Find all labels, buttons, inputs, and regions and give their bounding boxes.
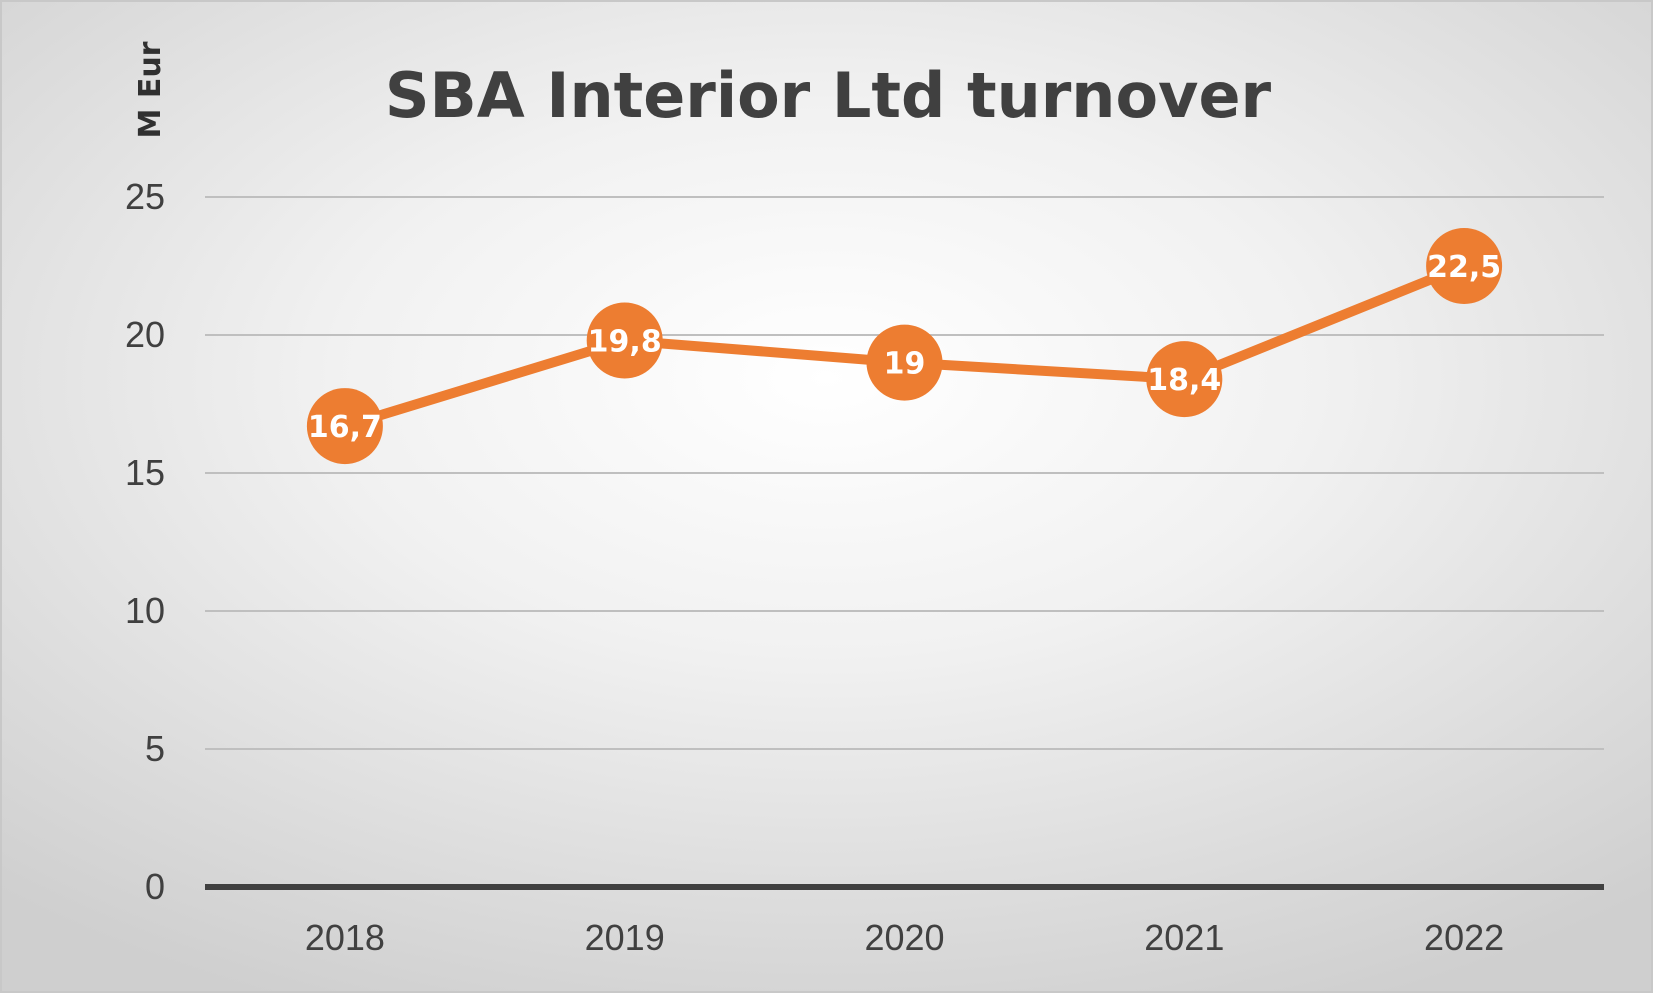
y-axis-label: M Eur xyxy=(133,41,168,138)
gridlines xyxy=(205,196,1604,890)
y-tick-label: 25 xyxy=(125,176,165,217)
data-point-marker xyxy=(306,388,383,465)
y-tick-label: 15 xyxy=(125,452,165,493)
data-label: 22,5 xyxy=(1427,250,1501,285)
data-point-marker xyxy=(1146,341,1223,418)
x-tick-label: 2022 xyxy=(1424,917,1504,958)
chart-title: SBA Interior Ltd turnover xyxy=(385,59,1272,132)
y-tick-label: 20 xyxy=(125,314,165,355)
x-axis-ticks: 2018 2019 2020 2021 2022 xyxy=(305,917,1504,958)
x-tick-label: 2019 xyxy=(585,917,665,958)
y-axis-ticks: 0 5 10 15 20 25 xyxy=(125,176,165,907)
data-point-marker xyxy=(1426,228,1503,304)
data-point-marker xyxy=(586,302,663,379)
x-tick-label: 2021 xyxy=(1144,917,1224,958)
data-point-marker xyxy=(866,324,943,401)
data-labels: 16,7 19,8 19 18,4 22,5 xyxy=(308,250,1501,445)
y-tick-label: 5 xyxy=(145,728,165,769)
data-label: 19 xyxy=(884,347,926,382)
data-label: 19,8 xyxy=(588,325,662,360)
data-label: 16,7 xyxy=(308,410,382,445)
y-tick-label: 0 xyxy=(145,866,165,907)
y-tick-label: 10 xyxy=(125,590,165,631)
data-label: 18,4 xyxy=(1147,363,1221,398)
x-tick-label: 2020 xyxy=(864,917,944,958)
series-layer xyxy=(306,228,1503,465)
x-tick-label: 2018 xyxy=(305,917,385,958)
